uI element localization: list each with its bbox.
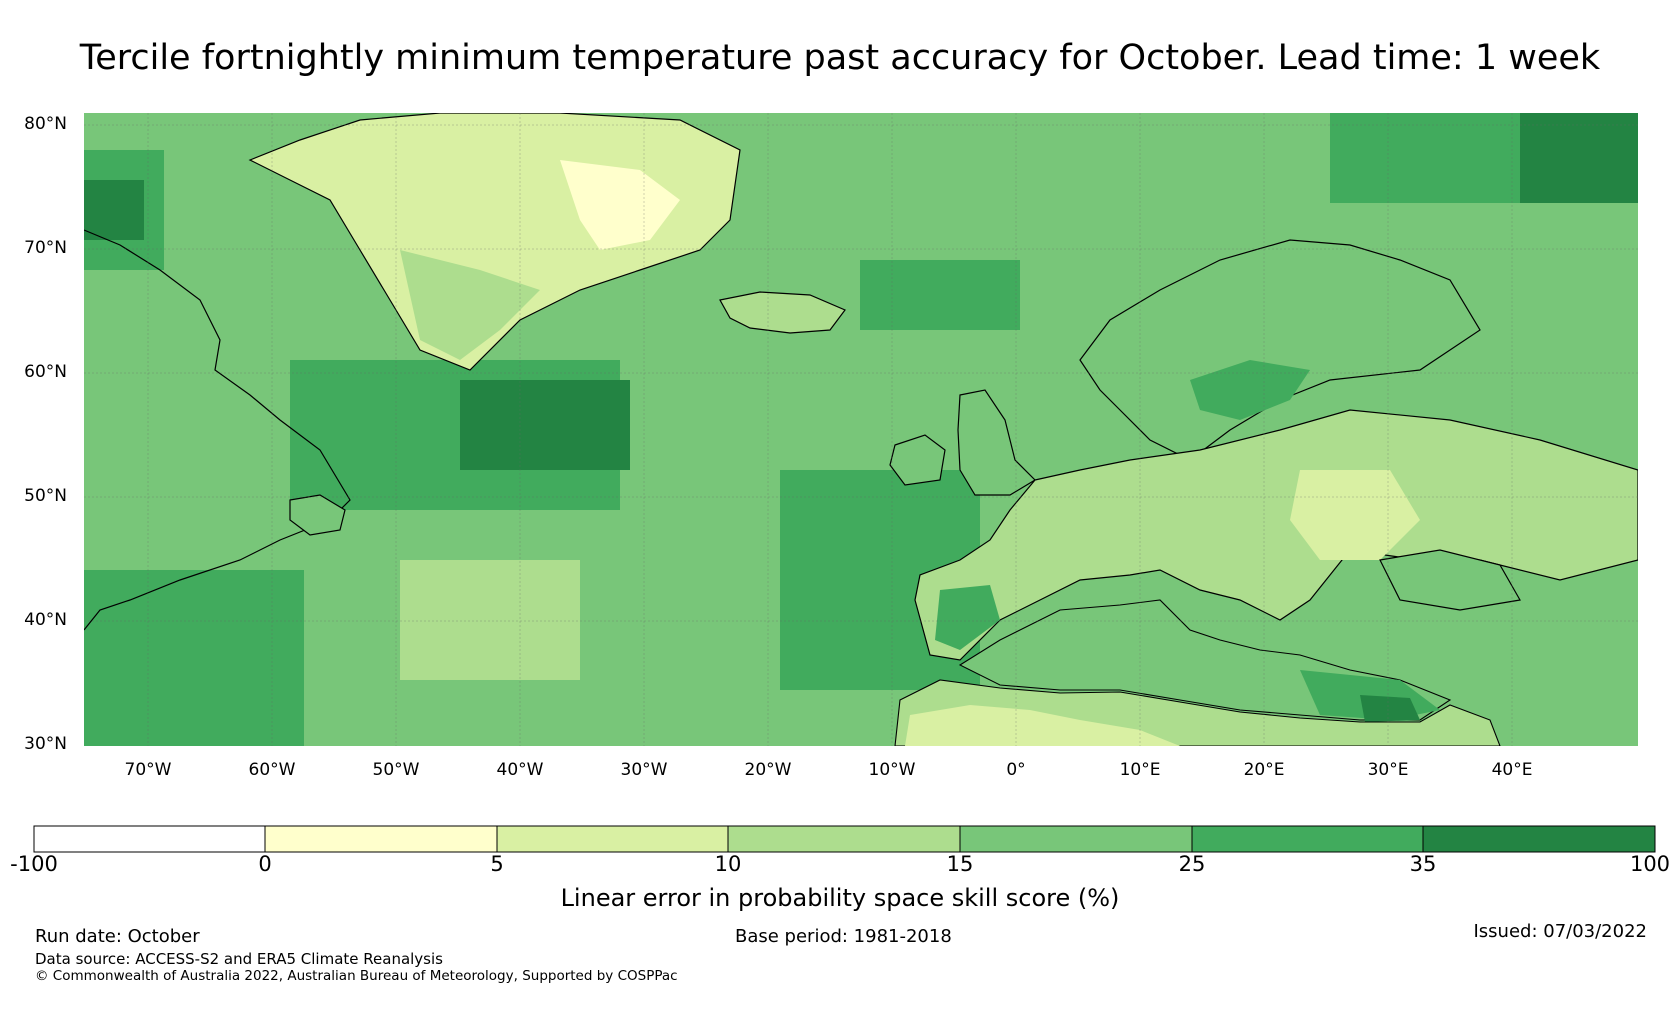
lat-tick-60n: 60°N	[24, 362, 67, 382]
base-period: Base period: 1981-2018	[735, 926, 952, 947]
ireland-island	[889, 434, 946, 486]
lon-tick-30e: 30°E	[1367, 760, 1409, 780]
continental-europe-landmass	[914, 409, 1638, 661]
high-skill-field-western-atlantic	[84, 570, 304, 746]
copyright-notice: © Commonwealth of Australia 2022, Austra…	[35, 968, 678, 984]
colorbar-bound-10: 10	[714, 852, 742, 876]
baltic-sea	[1190, 360, 1310, 420]
colorbar-bound-5: 5	[490, 852, 504, 876]
greenland-margin-skill	[400, 250, 540, 360]
colorbar-bound-25: 25	[1178, 852, 1206, 876]
lon-tick-0: 0°	[1006, 760, 1026, 780]
colorbar-segment-4	[727, 825, 961, 853]
lat-tick-80n: 80°N	[24, 114, 67, 134]
colorbar-segment-3	[496, 825, 729, 853]
iberian-high-skill	[935, 585, 1000, 650]
lat-tick-30n: 30°N	[24, 734, 67, 754]
map-title: Tercile fortnightly minimum temperature …	[79, 38, 1601, 78]
high-skill-field-norwegian-sea	[860, 260, 1020, 330]
lon-tick-20w: 20°W	[744, 760, 792, 780]
colorbar-segment-1	[33, 825, 266, 853]
lon-tick-60w: 60°W	[248, 760, 296, 780]
lon-tick-40e: 40°E	[1491, 760, 1533, 780]
colorbar-title: Linear error in probability space skill …	[560, 884, 1120, 912]
north-america-coastline	[84, 229, 351, 631]
colorbar-bound-0: 0	[258, 852, 272, 876]
lon-tick-40w: 40°W	[496, 760, 544, 780]
lon-tick-70w: 70°W	[124, 760, 172, 780]
lat-tick-40n: 40°N	[24, 610, 67, 630]
lon-tick-10w: 10°W	[868, 760, 916, 780]
great-britain-island	[957, 389, 1036, 496]
colorbar-bound-15: 15	[946, 852, 974, 876]
iceland-landmass	[719, 291, 846, 334]
scandinavia-landmass	[1079, 239, 1481, 461]
lon-tick-30w: 30°W	[620, 760, 668, 780]
run-date: Run date: October	[35, 926, 200, 947]
colorbar-bound-100: 100	[1629, 852, 1671, 876]
data-source: Data source: ACCESS-S2 and ERA5 Climate …	[35, 950, 443, 968]
top-skill-field-barents-sea	[1520, 113, 1638, 203]
greenland-peak-low-skill	[560, 160, 680, 250]
colorbar-segment-6	[1191, 825, 1424, 853]
newfoundland-island	[289, 494, 346, 536]
colorbar	[33, 825, 1656, 853]
colorbar-segment-5	[959, 825, 1193, 853]
lon-tick-50w: 50°W	[372, 760, 420, 780]
high-skill-field-baffin	[84, 180, 144, 240]
lon-tick-20e: 20°E	[1243, 760, 1285, 780]
colorbar-bound-35: 35	[1409, 852, 1437, 876]
colorbar-bound-minus100: -100	[10, 852, 58, 876]
low-skill-field-mid-atlantic	[400, 560, 580, 680]
black-sea	[1379, 549, 1521, 611]
lat-tick-50n: 50°N	[24, 486, 67, 506]
lat-tick-70n: 70°N	[24, 238, 67, 258]
issued-date: Issued: 07/03/2022	[1473, 921, 1647, 942]
eastern-med-top-skill	[1360, 695, 1420, 722]
lon-tick-10e: 10°E	[1119, 760, 1161, 780]
latitude-gridlines	[84, 124, 1638, 622]
longitude-gridlines	[147, 113, 1513, 746]
central-europe-low-skill	[1290, 470, 1420, 560]
colorbar-segment-7	[1422, 825, 1656, 853]
colorbar-segment-2	[264, 825, 498, 853]
sahara-low-skill	[905, 705, 1180, 746]
top-skill-field-north-atlantic	[460, 380, 630, 470]
